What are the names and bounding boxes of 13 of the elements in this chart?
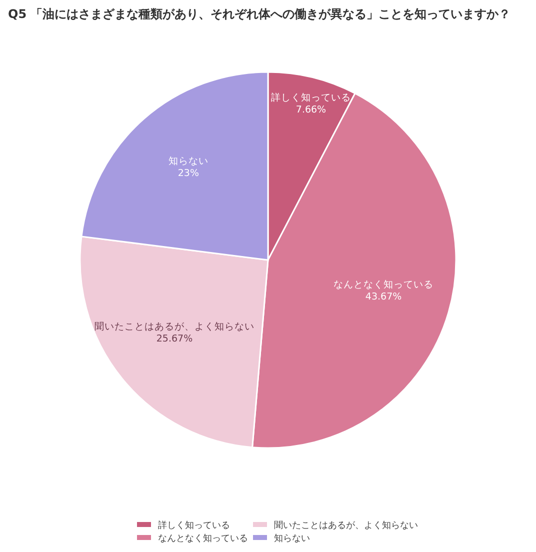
slice-label: なんとなく知っている: [334, 278, 434, 291]
data-label: 23%: [178, 168, 199, 179]
data-label: 7.66%: [296, 104, 326, 116]
slice-label: 詳しく知っている: [271, 92, 351, 104]
data-label: 25.67%: [156, 334, 193, 345]
legend-label: 聞いたことはあるが、よく知らない: [274, 520, 418, 531]
legend-label: なんとなく知っている: [158, 533, 248, 544]
slice-label: 聞いたことはあるが、よく知らない: [94, 320, 254, 333]
slice-label: 知らない: [168, 154, 208, 167]
legend-label: 詳しく知っている: [158, 520, 230, 531]
legend-label: 知らない: [274, 533, 310, 544]
data-label: 43.67%: [365, 292, 402, 303]
chart-title: Q5 「油にはさまざまな種類があり、それぞれ体への働きが異なる」ことを知っていますか？: [8, 7, 511, 21]
